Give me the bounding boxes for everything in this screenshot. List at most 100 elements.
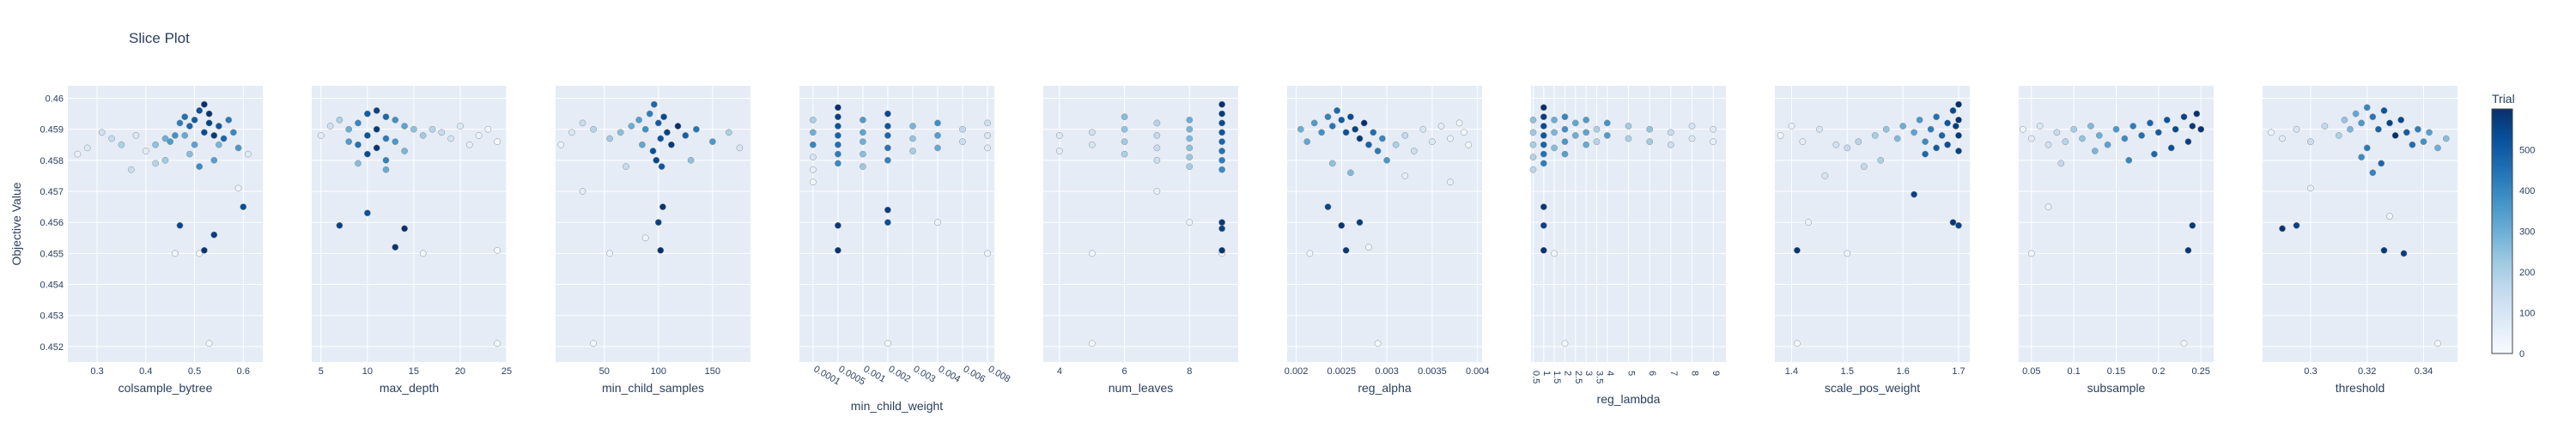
data-point (959, 138, 966, 145)
data-point (725, 129, 732, 136)
data-point (1328, 160, 1336, 167)
data-point (401, 123, 408, 130)
panel-num_leaves: 4 6 8 num_leaves (1043, 86, 1238, 395)
chart-title: Slice Plot (129, 30, 190, 46)
colorbar-tick-label: 400 (2519, 186, 2535, 196)
data-point (447, 135, 454, 142)
data-point (2369, 113, 2377, 121)
data-point (884, 123, 891, 130)
data-point (2279, 135, 2286, 142)
panel-colsample_bytree: 0.3 0.4 0.5 0.6 0.452 0.453 0.454 0.455 0.456 0.4… (39, 86, 263, 395)
data-point (1529, 116, 1537, 124)
data-point (1540, 141, 1547, 148)
data-point (835, 160, 841, 167)
data-point (1186, 163, 1194, 170)
data-point (809, 166, 817, 173)
data-point (1461, 129, 1467, 136)
data-point (2347, 125, 2354, 133)
data-point (1218, 246, 1225, 254)
data-point (590, 125, 597, 133)
data-point (1561, 113, 1569, 121)
data-point (835, 113, 841, 121)
data-point (934, 119, 941, 127)
data-point (336, 116, 343, 124)
data-point (2397, 116, 2405, 124)
data-point (657, 135, 665, 142)
data-point (1447, 178, 1454, 186)
data-point (654, 219, 662, 227)
data-point (373, 125, 380, 133)
data-point (1816, 125, 1823, 133)
x-tick-label: 0.25 (2191, 366, 2209, 377)
data-point (984, 144, 991, 152)
data-point (1540, 221, 1547, 229)
data-point (1088, 340, 1096, 347)
data-point (1540, 132, 1547, 139)
y-tick-label: 0.46 (46, 94, 64, 104)
data-point (2375, 125, 2382, 133)
data-point (1529, 166, 1537, 173)
data-point (364, 132, 371, 139)
data-point (205, 110, 213, 118)
data-point (1625, 135, 1632, 142)
data-point (336, 221, 343, 229)
data-point (1186, 135, 1194, 142)
data-point (494, 246, 501, 254)
data-point (392, 138, 399, 145)
data-point (1318, 129, 1325, 136)
data-point (1365, 141, 1372, 148)
data-point (152, 141, 159, 148)
data-point (984, 119, 991, 127)
data-point (1088, 141, 1096, 148)
data-point (2391, 132, 2399, 139)
data-point (809, 141, 817, 148)
data-point (1949, 107, 1957, 114)
data-point (1540, 123, 1547, 130)
data-point (1922, 150, 1929, 158)
data-point (934, 144, 941, 152)
data-point (1646, 125, 1654, 133)
data-point (210, 132, 218, 139)
data-point (2095, 132, 2103, 139)
data-point (1551, 250, 1558, 257)
data-point (653, 156, 660, 164)
x-tick-label: 0.15 (2107, 366, 2125, 377)
data-point (191, 141, 198, 148)
x-tick-label: 0.002 (886, 364, 912, 384)
data-point (2335, 132, 2342, 139)
data-point (108, 135, 115, 142)
data-point (1893, 135, 1901, 142)
y-tick-label: 0.456 (39, 218, 64, 228)
x-tick-label: 0.6 (237, 366, 250, 377)
data-point (2193, 110, 2201, 118)
data-point (240, 203, 247, 210)
data-point (2057, 160, 2065, 167)
data-point (475, 132, 483, 139)
data-point (1324, 203, 1332, 210)
data-point (1844, 250, 1851, 257)
data-point (2380, 107, 2388, 114)
data-point (176, 119, 184, 127)
data-point (196, 250, 204, 257)
data-point (1347, 113, 1354, 121)
data-point (382, 156, 390, 164)
x-tick-label: 1 (1541, 371, 1552, 376)
data-point (1218, 129, 1225, 136)
data-point (1933, 144, 1940, 152)
y-tick-label: 0.457 (39, 187, 64, 197)
data-point (373, 107, 380, 114)
data-point (181, 113, 189, 121)
data-point (654, 119, 662, 127)
data-point (1529, 141, 1537, 148)
data-point (2044, 141, 2052, 148)
data-point (1370, 129, 1377, 136)
data-point (1593, 138, 1601, 145)
data-point (1429, 138, 1436, 145)
data-point (382, 166, 390, 173)
data-point (884, 206, 891, 214)
data-point (1799, 138, 1807, 145)
data-point (1571, 119, 1579, 127)
colorbar-title: Trial (2492, 92, 2515, 106)
x-tick-label: 15 (409, 366, 419, 377)
